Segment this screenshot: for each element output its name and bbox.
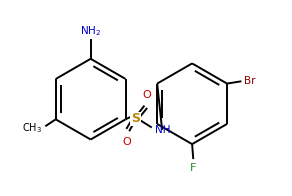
Text: F: F — [190, 162, 197, 172]
Text: CH$_3$: CH$_3$ — [22, 122, 42, 135]
Text: Br: Br — [244, 76, 255, 86]
Text: NH$_2$: NH$_2$ — [80, 24, 101, 38]
Text: O: O — [122, 137, 131, 147]
Text: O: O — [143, 90, 152, 100]
Text: NH: NH — [155, 125, 171, 135]
Text: S: S — [131, 112, 140, 125]
